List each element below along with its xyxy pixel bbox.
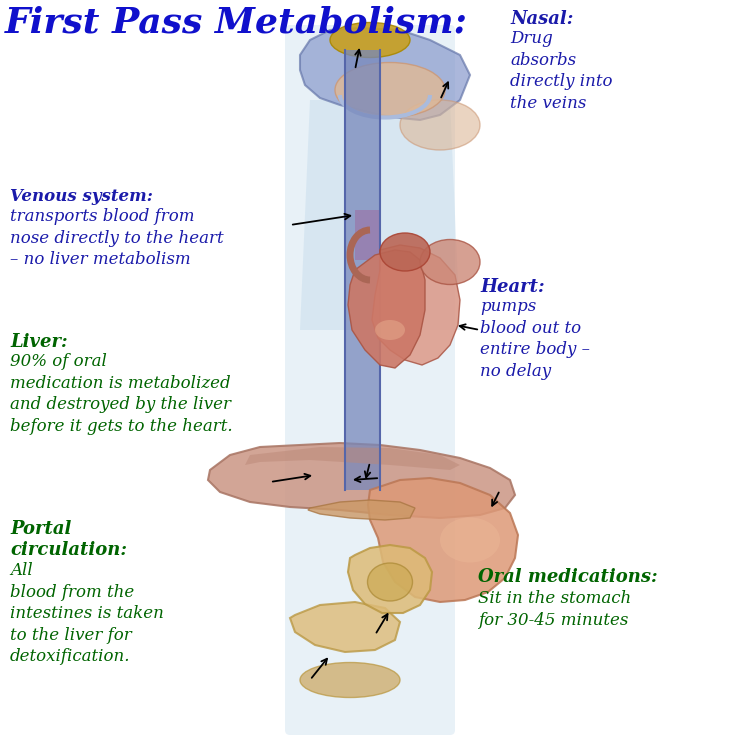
Polygon shape	[208, 443, 515, 518]
Ellipse shape	[330, 22, 410, 58]
Polygon shape	[245, 447, 460, 470]
Text: pumps
blood out to
entire body –
no delay: pumps blood out to entire body – no dela…	[480, 298, 590, 380]
Text: Sit in the stomach
for 30-45 minutes: Sit in the stomach for 30-45 minutes	[478, 590, 631, 628]
Ellipse shape	[300, 663, 400, 697]
Text: Venous system:: Venous system:	[10, 188, 153, 205]
Ellipse shape	[335, 63, 445, 117]
Text: First Pass Metabolism:: First Pass Metabolism:	[5, 5, 468, 39]
Text: Oral medications:: Oral medications:	[478, 568, 658, 586]
Ellipse shape	[368, 563, 412, 601]
Ellipse shape	[440, 518, 500, 562]
FancyBboxPatch shape	[285, 25, 455, 735]
Polygon shape	[372, 245, 460, 365]
Polygon shape	[348, 250, 425, 368]
Ellipse shape	[400, 100, 480, 150]
Text: All
blood from the
intestines is taken
to the liver for
detoxification.: All blood from the intestines is taken t…	[10, 562, 164, 665]
Ellipse shape	[380, 233, 430, 271]
Text: Liver:: Liver:	[10, 333, 68, 351]
Text: Nasal:: Nasal:	[510, 10, 573, 28]
Polygon shape	[348, 545, 432, 613]
Text: Portal
circulation:: Portal circulation:	[10, 520, 127, 559]
Text: transports blood from
nose directly to the heart
– no liver metabolism: transports blood from nose directly to t…	[10, 208, 223, 268]
Text: 90% of oral
medication is metabolized
and destroyed by the liver
before it gets : 90% of oral medication is metabolized an…	[10, 353, 233, 435]
Polygon shape	[368, 478, 518, 602]
Polygon shape	[290, 602, 400, 652]
Text: Heart:: Heart:	[480, 278, 544, 296]
Ellipse shape	[420, 239, 480, 284]
Polygon shape	[308, 500, 415, 520]
Polygon shape	[300, 100, 460, 330]
Ellipse shape	[375, 320, 405, 340]
Text: Drug
absorbs
directly into
the veins: Drug absorbs directly into the veins	[510, 30, 612, 111]
Polygon shape	[300, 28, 470, 120]
